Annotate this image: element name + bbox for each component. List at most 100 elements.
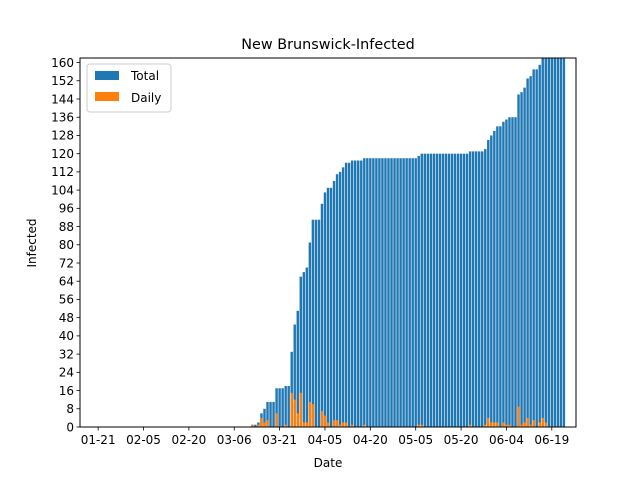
total-bar	[293, 324, 296, 427]
total-bar	[384, 158, 387, 427]
legend: Total Daily	[86, 63, 172, 113]
y-tick-label: 144	[51, 92, 74, 106]
daily-bar	[344, 422, 348, 427]
daily-bar	[363, 424, 366, 427]
total-bar	[429, 153, 433, 428]
total-bar	[462, 153, 466, 428]
total-bar	[320, 203, 324, 427]
y-tick-label: 72	[59, 256, 74, 270]
total-bar	[366, 158, 369, 427]
y-tick-label: 16	[59, 384, 74, 398]
total-bar	[493, 130, 496, 427]
total-bar	[354, 160, 357, 427]
total-bar	[360, 160, 363, 427]
total-bar	[511, 117, 514, 427]
total-bar	[369, 158, 372, 427]
x-tick-label: 04-05	[308, 433, 343, 447]
daily-bar	[326, 422, 330, 427]
total-bar	[326, 187, 330, 427]
daily-bar	[350, 424, 354, 427]
total-bar	[344, 162, 348, 427]
daily-bar	[417, 424, 420, 427]
total-bar	[556, 58, 560, 427]
total-bar	[378, 158, 381, 427]
total-bar	[341, 167, 345, 427]
x-tick-label: 03-06	[217, 433, 252, 447]
legend-label-total: Total	[130, 69, 159, 83]
daily-bar	[257, 424, 260, 427]
x-tick-label: 02-20	[171, 433, 206, 447]
total-bar	[468, 151, 472, 427]
legend-swatch-total	[95, 71, 119, 80]
y-tick-label: 40	[59, 329, 74, 343]
total-bar	[481, 151, 484, 427]
total-bar	[535, 69, 538, 427]
daily-bar	[526, 417, 529, 427]
daily-bar	[260, 417, 263, 427]
daily-bar	[251, 424, 254, 427]
daily-bar	[468, 424, 472, 427]
total-bar	[263, 408, 266, 427]
legend-swatch-daily	[95, 92, 119, 101]
plot-frame	[79, 57, 577, 428]
total-bar	[420, 153, 423, 428]
daily-bar	[484, 424, 487, 427]
total-bar	[505, 119, 508, 427]
total-bar	[441, 153, 445, 428]
daily-bar	[529, 424, 532, 427]
daily-bar	[275, 413, 278, 427]
daily-bar	[508, 424, 511, 427]
total-bar	[335, 174, 339, 427]
daily-bar	[538, 422, 541, 427]
x-tick-label: 03-21	[262, 433, 297, 447]
daily-bar	[266, 420, 269, 427]
total-bar	[484, 149, 487, 428]
total-bar	[357, 160, 360, 427]
total-bar	[302, 272, 306, 427]
total-bar	[456, 153, 460, 428]
total-bar	[405, 158, 408, 427]
daily-bar	[502, 422, 505, 427]
x-tick-label: 06-04	[489, 433, 524, 447]
total-bar	[372, 158, 375, 427]
daily-bar	[299, 392, 302, 427]
total-bar	[541, 58, 544, 427]
total-bar	[562, 58, 566, 427]
total-bar	[459, 153, 463, 428]
total-bar	[281, 388, 284, 427]
daily-bar	[293, 399, 296, 427]
daily-bar	[290, 392, 293, 427]
total-bar	[553, 58, 557, 427]
y-tick-label: 152	[51, 74, 74, 88]
x-tick-label: 05-20	[444, 433, 479, 447]
total-bar	[544, 58, 547, 427]
daily-bar	[490, 422, 493, 427]
daily-bar	[308, 401, 312, 427]
total-bar	[338, 171, 342, 427]
daily-bar	[493, 422, 496, 427]
total-bar	[520, 92, 523, 428]
total-bar	[490, 135, 493, 427]
total-bars	[251, 58, 566, 428]
total-bar	[471, 151, 475, 427]
total-bar	[387, 158, 390, 427]
total-bar	[308, 242, 312, 427]
total-bar	[532, 69, 535, 427]
daily-bar	[520, 424, 523, 427]
daily-bar	[544, 422, 547, 427]
y-tick-label: 8	[66, 402, 74, 416]
total-bar	[390, 158, 393, 427]
legend-label-daily: Daily	[131, 91, 161, 105]
y-tick-label: 104	[51, 183, 74, 197]
total-bar	[417, 155, 420, 427]
x-tick-label: 04-20	[353, 433, 388, 447]
daily-bar	[323, 415, 327, 427]
total-bar	[287, 386, 290, 427]
x-axis-ticks: 01-21 02-05 02-20 03-06 03-21 04-05 04-20 05-05…	[81, 427, 569, 447]
total-bar	[329, 187, 333, 427]
y-tick-label: 56	[59, 293, 74, 307]
total-bar	[523, 87, 526, 428]
total-bar	[350, 160, 354, 427]
total-bar	[363, 158, 366, 427]
